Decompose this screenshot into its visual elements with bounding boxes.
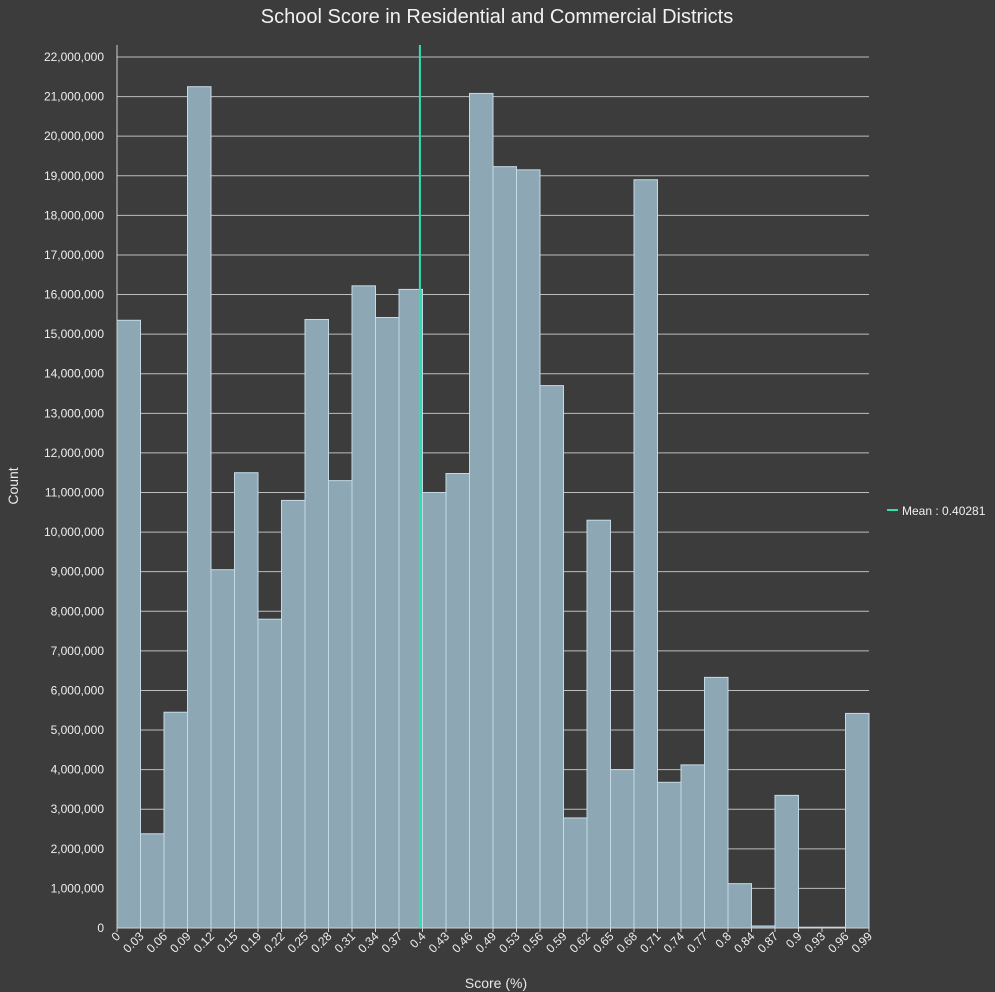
x-tick-label: 0.49: [473, 929, 500, 956]
y-tick-label: 20,000,000: [44, 129, 104, 143]
y-tick-label: 5,000,000: [51, 723, 105, 737]
histogram-bar: [633, 179, 658, 929]
histogram-bar: [680, 764, 705, 929]
histogram-bar: [116, 319, 141, 929]
x-axis-label: Score (%): [465, 975, 527, 991]
x-tick-label: 0: [108, 929, 123, 944]
legend-mean-label: Mean : 0.40281: [902, 504, 986, 518]
histogram-bar: [140, 833, 165, 929]
x-tick-label: 0.25: [285, 929, 312, 956]
x-tick-label: 0.8: [712, 929, 734, 951]
x-tick-label: 0.06: [144, 929, 171, 956]
y-tick-label: 1,000,000: [51, 881, 105, 895]
y-tick-label: 19,000,000: [44, 169, 104, 183]
histogram-bar: [586, 519, 611, 929]
histogram-bar: [234, 472, 259, 929]
histogram-bars: [116, 86, 870, 929]
y-tick-label: 3,000,000: [51, 802, 105, 816]
histogram-bar: [351, 285, 376, 929]
y-tick-label: 16,000,000: [44, 288, 104, 302]
histogram-bar: [210, 569, 235, 929]
y-tick-label: 0: [97, 921, 104, 935]
y-tick-label: 14,000,000: [44, 367, 104, 381]
x-tick-label: 0.87: [755, 929, 782, 956]
histogram-bar: [845, 712, 870, 929]
y-tick-label: 13,000,000: [44, 406, 104, 420]
x-tick-label: 0.77: [684, 929, 711, 956]
x-tick-label: 0.28: [308, 929, 335, 956]
histogram-bar: [563, 817, 588, 929]
x-tick-label: 0.34: [355, 929, 382, 956]
histogram-bar: [163, 711, 188, 929]
y-tick-label: 6,000,000: [51, 683, 105, 697]
x-tick-label: 0.19: [238, 929, 265, 956]
histogram-bar: [516, 169, 541, 929]
histogram-bar: [281, 499, 306, 929]
chart-title: School Score in Residential and Commerci…: [261, 6, 733, 28]
y-tick-label: 2,000,000: [51, 842, 105, 856]
x-tick-label: 0.15: [214, 929, 241, 956]
x-tick-label: 0.46: [449, 929, 476, 956]
histogram-bar: [774, 794, 799, 929]
x-tick-label: 0.03: [120, 929, 147, 956]
histogram-bar: [539, 385, 564, 929]
x-tick-label: 0.43: [426, 929, 453, 956]
histogram-bar: [187, 86, 212, 929]
x-tick-label: 0.22: [261, 929, 288, 956]
x-tick-label: 0.53: [496, 929, 523, 956]
histogram-bar: [445, 472, 470, 929]
histogram-bar: [375, 317, 400, 929]
y-tick-label: 9,000,000: [51, 565, 105, 579]
histogram-bar: [257, 618, 282, 929]
histogram-bar: [422, 492, 447, 929]
x-tick-label: 0.68: [614, 929, 641, 956]
x-tick-label: 0.31: [332, 929, 359, 956]
histogram-bar: [704, 676, 729, 929]
x-tick-label: 0.93: [802, 929, 829, 956]
x-tick-label: 0.4: [407, 929, 429, 951]
y-tick-label: 15,000,000: [44, 327, 104, 341]
x-tick-label: 0.71: [637, 929, 664, 956]
histogram-bar: [304, 318, 329, 929]
x-tick-label: 0.9: [783, 929, 805, 951]
histogram-bar: [469, 92, 494, 929]
histogram-bar: [727, 883, 752, 929]
x-tick-labels: 00.030.060.090.120.150.190.220.250.280.3…: [108, 928, 875, 956]
x-tick-label: 0.09: [167, 929, 194, 956]
y-tick-label: 22,000,000: [44, 50, 104, 64]
histogram-bar: [610, 769, 635, 929]
y-tick-labels: 0 1,000,000 2,000,000 3,000,000 4,000,000 5,0…: [44, 50, 104, 935]
x-tick-label: 0.84: [731, 929, 758, 956]
histogram-bar: [492, 166, 517, 929]
x-tick-label: 0.37: [379, 929, 406, 956]
y-tick-label: 12,000,000: [44, 446, 104, 460]
histogram-bar: [657, 781, 682, 929]
x-tick-label: 0.62: [567, 929, 594, 956]
y-tick-label: 8,000,000: [51, 604, 105, 618]
x-tick-label: 0.59: [543, 929, 570, 956]
x-tick-label: 0.99: [849, 929, 876, 956]
y-tick-label: 7,000,000: [51, 644, 105, 658]
y-tick-label: 21,000,000: [44, 90, 104, 104]
histogram-bar: [328, 480, 353, 929]
x-tick-label: 0.74: [661, 929, 688, 956]
x-tick-label: 0.12: [191, 929, 218, 956]
y-tick-label: 18,000,000: [44, 208, 104, 222]
legend: Mean : 0.40281: [887, 504, 986, 518]
y-tick-label: 10,000,000: [44, 525, 104, 539]
y-tick-label: 4,000,000: [51, 763, 105, 777]
y-tick-label: 17,000,000: [44, 248, 104, 262]
y-axis-label: Count: [5, 467, 21, 504]
x-tick-label: 0.96: [825, 929, 852, 956]
y-tick-label: 11,000,000: [45, 486, 104, 500]
x-tick-label: 0.56: [520, 929, 547, 956]
x-tick-label: 0.65: [590, 929, 617, 956]
